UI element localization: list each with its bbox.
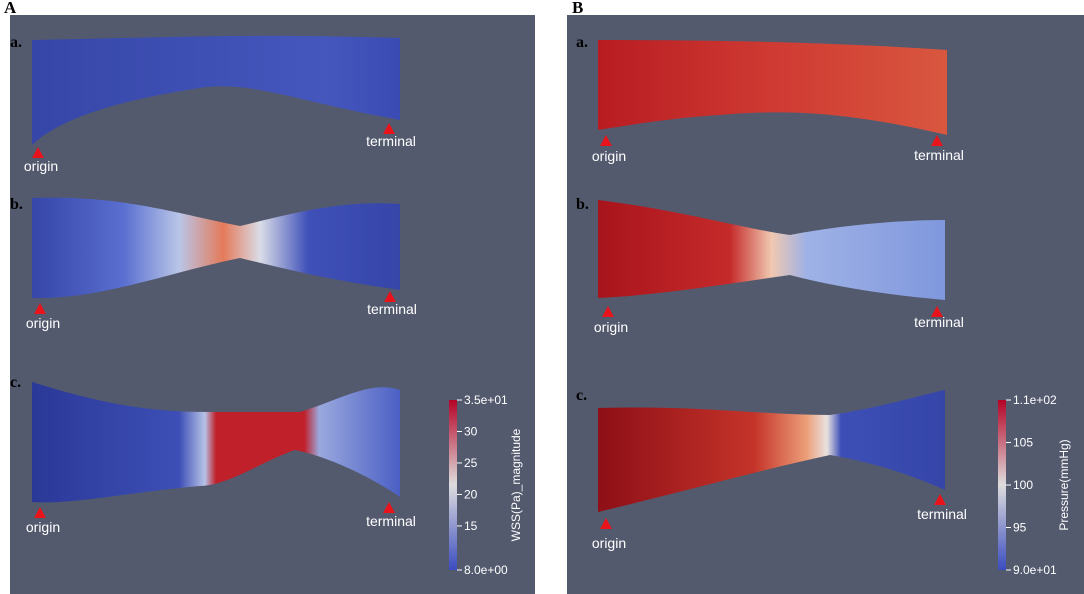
colorbar bbox=[998, 400, 1006, 570]
figure-label: a. bbox=[576, 34, 588, 51]
marker bbox=[934, 494, 946, 505]
origin-label: origin bbox=[24, 158, 58, 174]
origin-label: origin bbox=[26, 315, 60, 331]
vessel bbox=[598, 40, 947, 135]
figure-label: b. bbox=[576, 196, 589, 213]
tick-label: 25 bbox=[464, 456, 478, 470]
marker bbox=[931, 135, 943, 146]
tick-label: 95 bbox=[1013, 521, 1027, 535]
vessel bbox=[32, 35, 400, 145]
vessel bbox=[32, 197, 400, 299]
terminal-label: terminal bbox=[917, 506, 967, 522]
terminal-label: terminal bbox=[366, 133, 416, 149]
marker bbox=[34, 303, 46, 314]
colorbar-title: WSS(Pa)_magnitude bbox=[509, 428, 523, 541]
colorbar-title: Pressure(mmHg) bbox=[1057, 439, 1071, 530]
figure-label: b. bbox=[10, 196, 23, 213]
marker bbox=[600, 518, 612, 529]
tick-label: 9.0e+01 bbox=[1013, 563, 1057, 577]
marker bbox=[32, 147, 44, 158]
marker bbox=[600, 135, 612, 146]
origin-label: origin bbox=[26, 519, 60, 535]
origin-label: origin bbox=[592, 148, 626, 164]
panel-label: B bbox=[572, 0, 583, 17]
marker bbox=[383, 123, 395, 134]
tick-label: 100 bbox=[1013, 478, 1033, 492]
vessel bbox=[32, 382, 400, 503]
terminal-label: terminal bbox=[914, 314, 964, 330]
vessel bbox=[598, 390, 945, 512]
origin-label: origin bbox=[594, 319, 628, 335]
figure-label: c. bbox=[10, 374, 21, 391]
origin-label: origin bbox=[592, 535, 626, 551]
panel-label: A bbox=[4, 0, 17, 17]
marker bbox=[383, 502, 395, 513]
tick-label: 20 bbox=[464, 487, 478, 501]
terminal-label: terminal bbox=[367, 301, 417, 317]
marker bbox=[931, 306, 943, 317]
marker bbox=[384, 291, 396, 302]
tick-label: 8.0e+00 bbox=[464, 563, 508, 577]
tick-label: 1.1e+02 bbox=[1013, 393, 1057, 407]
terminal-label: terminal bbox=[366, 513, 416, 529]
marker bbox=[602, 306, 614, 317]
marker bbox=[34, 507, 46, 518]
terminal-label: terminal bbox=[914, 147, 964, 163]
tick-label: 105 bbox=[1013, 436, 1033, 450]
colorbar bbox=[449, 400, 457, 570]
vessel bbox=[598, 200, 945, 300]
figure-label: c. bbox=[576, 387, 587, 404]
tick-label: 30 bbox=[464, 424, 478, 438]
tick-label: 3.5e+01 bbox=[464, 393, 508, 407]
figure-label: a. bbox=[10, 34, 22, 51]
tick-label: 15 bbox=[464, 519, 478, 533]
